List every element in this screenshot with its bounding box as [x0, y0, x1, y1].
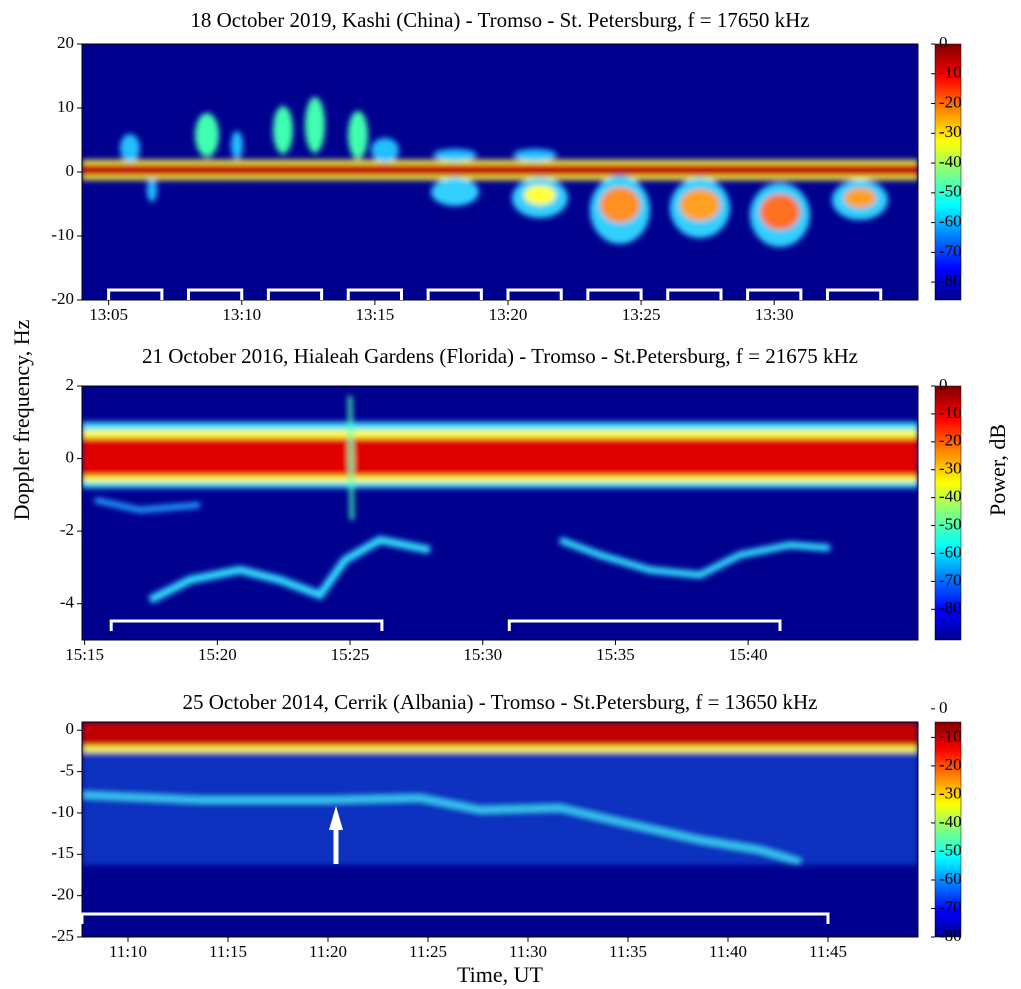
y-tick-label: -10 [51, 225, 74, 244]
x-tick-label: 13:10 [222, 305, 261, 324]
interval-bracket [746, 288, 803, 300]
interval-bracket [107, 288, 164, 300]
plot-frame [81, 721, 919, 938]
colorbar-tick-label: -20 [939, 755, 962, 774]
x-tick-label: 13:15 [355, 305, 394, 324]
colorbar-tick-label: -60 [939, 869, 962, 888]
colorbar-tick-label: -60 [939, 212, 962, 231]
colorbar-tick-label: -50 [939, 840, 962, 859]
y-tick-label: -10 [51, 802, 74, 821]
y-tick-label: 20 [57, 33, 74, 52]
x-tick-label: 15:40 [729, 645, 768, 664]
interval-bracket [346, 288, 403, 300]
y-tick-label: -2 [60, 520, 74, 539]
colorbar-tick-label: -40 [939, 152, 962, 171]
x-tick-label: 15:20 [198, 645, 237, 664]
interval-bracket [109, 619, 384, 631]
interval-bracket [80, 912, 830, 924]
colorbar [934, 721, 962, 938]
colorbar-tick-label: -10 [939, 726, 962, 745]
colorbar-label: Power, dB [985, 424, 1010, 516]
colorbar-tick-label: -70 [939, 897, 962, 916]
chart-title: 21 October 2016, Hialeah Gardens (Florid… [142, 344, 858, 368]
y-tick-label: 2 [66, 375, 75, 394]
chart-title: 18 October 2019, Kashi (China) - Tromso … [190, 8, 809, 32]
y-tick-label: 10 [57, 97, 74, 116]
colorbar-tick-label: -20 [939, 431, 962, 450]
x-tick-label: 11:40 [709, 942, 747, 961]
interval-bracket [426, 288, 483, 300]
y-tick-label: -4 [60, 593, 75, 612]
colorbar-tick-label: -80 [939, 271, 962, 290]
interval-bracket [666, 288, 723, 300]
y-tick-label: 0 [66, 447, 75, 466]
colorbar-tick-label: -20 [939, 92, 962, 111]
spectrogram-texture [82, 44, 918, 300]
colorbar-tick-label: -10 [939, 403, 962, 422]
y-tick-label: -20 [51, 885, 74, 904]
colorbar-tick-label: -60 [939, 542, 962, 561]
colorbar-tick-label: -80 [939, 598, 962, 617]
x-tick-label: 15:35 [596, 645, 635, 664]
plot-frame [81, 385, 919, 641]
x-tick-label: 11:30 [509, 942, 547, 961]
interval-bracket [825, 288, 883, 300]
y-tick-label: 0 [66, 161, 75, 180]
colorbar-tick-label: -50 [939, 182, 962, 201]
y-axis-label: Doppler frequency, Hz [9, 319, 34, 520]
y-tick-label: -15 [51, 843, 74, 862]
colorbar [934, 385, 962, 641]
y-tick-label: 0 [66, 719, 75, 738]
colorbar-tick-label: -70 [939, 241, 962, 260]
x-tick-label: 11:35 [609, 942, 647, 961]
colorbar [934, 43, 962, 301]
colorbar-tick-label: -40 [939, 812, 962, 831]
y-tick-label: -25 [51, 926, 74, 945]
y-tick-label: -20 [51, 289, 74, 308]
colorbar-tick-label: -30 [939, 122, 962, 141]
spectrogram-texture [82, 722, 918, 937]
colorbar-tick-label: -30 [939, 459, 962, 478]
colorbar-tick-label: 0 [939, 33, 948, 52]
x-axis-label: Time, UT [457, 962, 544, 987]
x-tick-label: 13:20 [489, 305, 528, 324]
colorbar-tick-label: -50 [939, 514, 962, 533]
x-tick-label: 11:20 [309, 942, 347, 961]
x-tick-label: 15:25 [331, 645, 370, 664]
arrow [329, 806, 343, 864]
x-tick-label: 11:45 [809, 942, 847, 961]
interval-bracket [186, 288, 244, 300]
spectrogram-texture [82, 386, 918, 640]
colorbar-tick-label: -70 [939, 570, 962, 589]
y-tick-label: -5 [60, 761, 74, 780]
colorbar-tick-label: 0 [939, 375, 948, 394]
colorbar-tick-label: -80 [939, 926, 962, 945]
x-tick-label: 15:30 [463, 645, 502, 664]
x-tick-label: 13:05 [89, 305, 128, 324]
x-tick-label: 13:30 [755, 305, 794, 324]
colorbar-tick-label: -30 [939, 783, 962, 802]
interval-bracket [507, 619, 782, 631]
colorbar-tick-label: 0 [939, 698, 948, 717]
interval-bracket [506, 288, 563, 300]
x-tick-label: 13:25 [622, 305, 661, 324]
x-tick-label: 11:10 [109, 942, 147, 961]
x-tick-label: 11:15 [209, 942, 247, 961]
colorbar-tick-label: -40 [939, 487, 962, 506]
x-tick-label: 11:25 [409, 942, 447, 961]
chart-title: 25 October 2014, Cerrik (Albania) - Trom… [183, 690, 818, 714]
x-tick-label: 15:15 [65, 645, 104, 664]
interval-bracket [266, 288, 324, 300]
colorbar-tick-label: -10 [939, 63, 962, 82]
interval-bracket [586, 288, 643, 300]
